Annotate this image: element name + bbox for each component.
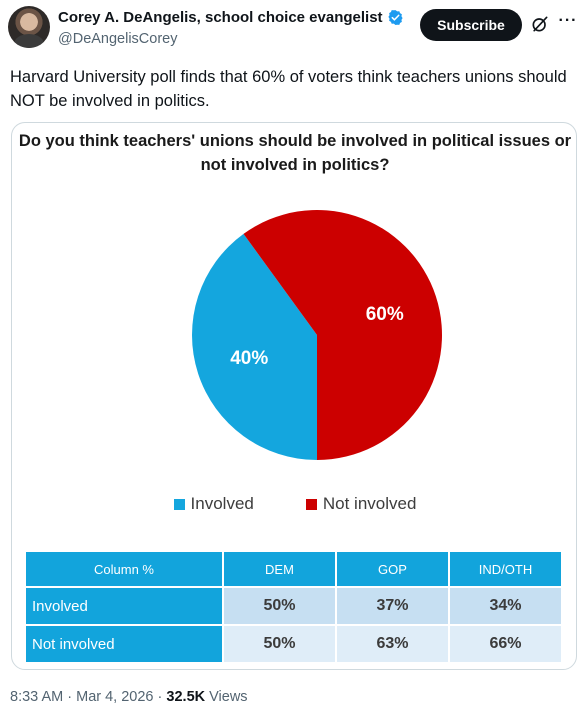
table-header-row: Column % DEM GOP IND/OTH <box>26 552 561 586</box>
table-row: Involved 50% 37% 34% <box>26 588 561 624</box>
legend-swatch-involved <box>173 498 185 510</box>
table-cell: 50% <box>224 626 335 662</box>
author-name-row: Corey A. DeAngelis, school choice evange… <box>58 9 404 26</box>
table-row-label: Not involved <box>26 626 222 662</box>
table-cell: 34% <box>450 588 561 624</box>
pie-label-involved: 40% <box>230 348 268 369</box>
table-header-cell: Column % <box>26 552 222 586</box>
tweet-header: Corey A. DeAngelis, school choice evange… <box>0 0 587 56</box>
legend-swatch-not-involved <box>305 498 317 510</box>
grok-icon[interactable] <box>530 14 550 34</box>
pie-label-not-involved: 60% <box>366 304 404 325</box>
meta-separator: · <box>67 689 73 705</box>
pie-chart: 40% 60% <box>192 210 443 460</box>
avatar[interactable] <box>8 6 50 48</box>
author-name[interactable]: Corey A. DeAngelis, school choice evange… <box>58 9 383 26</box>
tweet-meta: 8:33 AM · Mar 4, 2026 · 32.5K Views <box>10 689 248 705</box>
legend-label-not-involved: Not involved <box>322 494 417 513</box>
table-header-cell: DEM <box>224 552 335 586</box>
table-header-cell: GOP <box>337 552 448 586</box>
pie-slice-involved <box>192 233 317 460</box>
meta-separator: · <box>157 689 163 705</box>
table-row: Not involved 50% 63% 66% <box>26 626 561 662</box>
subscribe-button[interactable]: Subscribe <box>420 9 522 41</box>
table-cell: 37% <box>337 588 448 624</box>
tweet-date[interactable]: Mar 4, 2026 <box>76 689 154 705</box>
table-row-label: Involved <box>26 588 222 624</box>
table-cell: 50% <box>224 588 335 624</box>
tweet-media[interactable]: Do you think teachers' unions should be … <box>11 122 577 670</box>
legend-item-not-involved: Not involved <box>305 494 417 514</box>
legend-label-involved: Involved <box>190 494 254 513</box>
author-handle[interactable]: @DeAngelisCorey <box>58 31 178 47</box>
tweet-time[interactable]: 8:33 AM <box>10 689 64 705</box>
chart-legend: Involved Not involved <box>12 494 576 514</box>
chart-title: Do you think teachers' unions should be … <box>18 132 572 174</box>
pie-slice-not-involved <box>243 210 443 460</box>
more-icon[interactable]: ··· <box>558 12 578 29</box>
views-label: Views <box>209 689 248 705</box>
table-header-cell: IND/OTH <box>450 552 561 586</box>
table-cell: 66% <box>450 626 561 662</box>
crosstab-table: Column % DEM GOP IND/OTH Involved 50% 37… <box>24 550 563 664</box>
table-cell: 63% <box>337 626 448 662</box>
legend-item-involved: Involved <box>173 494 254 514</box>
views-count: 32.5K <box>166 689 206 705</box>
verified-badge-icon <box>387 10 403 25</box>
tweet-text: Harvard University poll finds that 60% o… <box>10 68 567 110</box>
